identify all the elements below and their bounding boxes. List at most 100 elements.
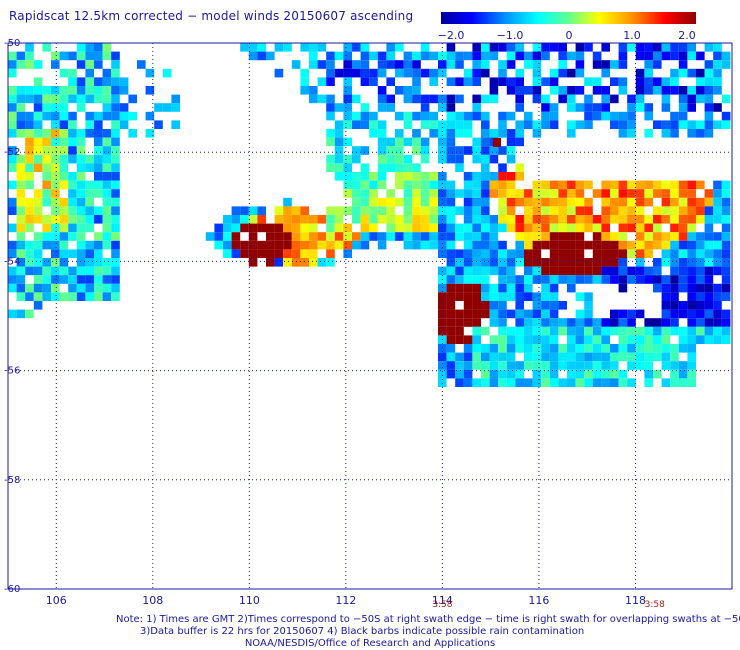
wind-cell [334,129,344,138]
wind-cell [248,215,258,224]
wind-cell [472,258,481,267]
wind-cell [549,369,559,379]
wind-cell [713,318,722,327]
wind-cell [85,154,94,164]
wind-cell [326,129,335,138]
wind-cell [412,172,421,181]
wind-cell [584,215,593,224]
wind-cell [713,240,722,250]
wind-cell [506,275,516,284]
colorbar-tick-label: 2.0 [678,29,696,42]
wind-cell [592,51,602,61]
wind-cell [343,206,352,215]
wind-cell [498,197,507,207]
wind-cell [455,223,464,233]
wind-cell [549,197,559,207]
wind-cell [137,60,146,69]
wind-cell [16,51,26,61]
wind-cell [584,111,593,121]
wind-cell [463,129,473,138]
wind-cell [532,369,542,379]
wind-cell [618,120,628,129]
wind-cell [506,369,516,379]
wind-cell [678,94,688,104]
wind-cell [653,215,662,224]
wind-cell [102,129,112,138]
wind-cell [240,249,249,258]
wind-cell [558,266,567,276]
wind-cell [446,51,456,61]
wind-cell [472,111,481,121]
wind-cell [670,77,679,86]
longitude-tick-labels: 106 108 110 112 114 116 118 [46,594,646,607]
wind-cell [231,223,241,233]
wind-cell [704,275,714,284]
wind-cell [713,283,722,293]
wind-cell [481,60,490,69]
wind-cell [532,275,542,284]
wind-cell [489,180,499,190]
wind-cell [343,43,352,52]
wind-cell [678,326,688,336]
wind-cell [51,146,60,155]
wind-cell [343,223,352,233]
wind-cell [51,283,60,293]
wind-cell [584,103,593,112]
wind-cell [16,240,26,250]
wind-cell [618,283,628,293]
wind-cell [515,189,524,198]
wind-cell [670,232,679,241]
wind-cell [369,77,378,86]
wind-cell [111,51,120,61]
wind-cell [498,180,507,190]
wind-cell [713,60,722,69]
wind-cell [309,43,318,52]
wind-cell [618,275,628,284]
wind-cell [455,369,464,379]
wind-cell [8,163,17,172]
wind-cell [33,86,43,95]
wind-cell [455,283,464,293]
wind-cell [704,197,714,207]
wind-cell [532,249,542,258]
wind-cell [627,197,636,207]
wind-cell [343,86,352,95]
wind-cell [111,129,120,138]
wind-cell [360,43,370,52]
wind-cell [438,137,447,147]
wind-cell [713,189,722,198]
wind-cell [661,129,671,138]
wind-cell [257,215,266,224]
wind-cell [601,249,610,258]
wind-cell [42,258,51,267]
wind-cell [59,249,69,258]
wind-cell [498,215,507,224]
wind-cell [678,189,688,198]
wind-cell [558,275,567,284]
wind-cell [76,240,86,250]
wind-cell [644,189,653,198]
wind-cell [635,103,645,112]
wind-cell [653,275,662,284]
wind-cell [455,146,464,155]
wind-cell [438,129,447,138]
wind-cell [532,60,542,69]
wind-cell [42,180,51,190]
wind-cell [377,206,387,215]
wind-cell [481,111,490,121]
wind-cell [119,111,129,121]
wind-cell [68,215,77,224]
wind-cell [8,111,17,121]
wind-cell [567,129,576,138]
wind-cell [403,240,413,250]
wind-cell [377,197,387,207]
wind-cell [51,103,60,112]
wind-cell [661,103,671,112]
wind-cell [334,103,344,112]
wind-cell [369,197,378,207]
wind-cell [601,266,610,276]
wind-cell [403,86,413,95]
wind-cell [678,86,688,95]
wind-cell [395,223,404,233]
wind-cell [541,43,550,52]
